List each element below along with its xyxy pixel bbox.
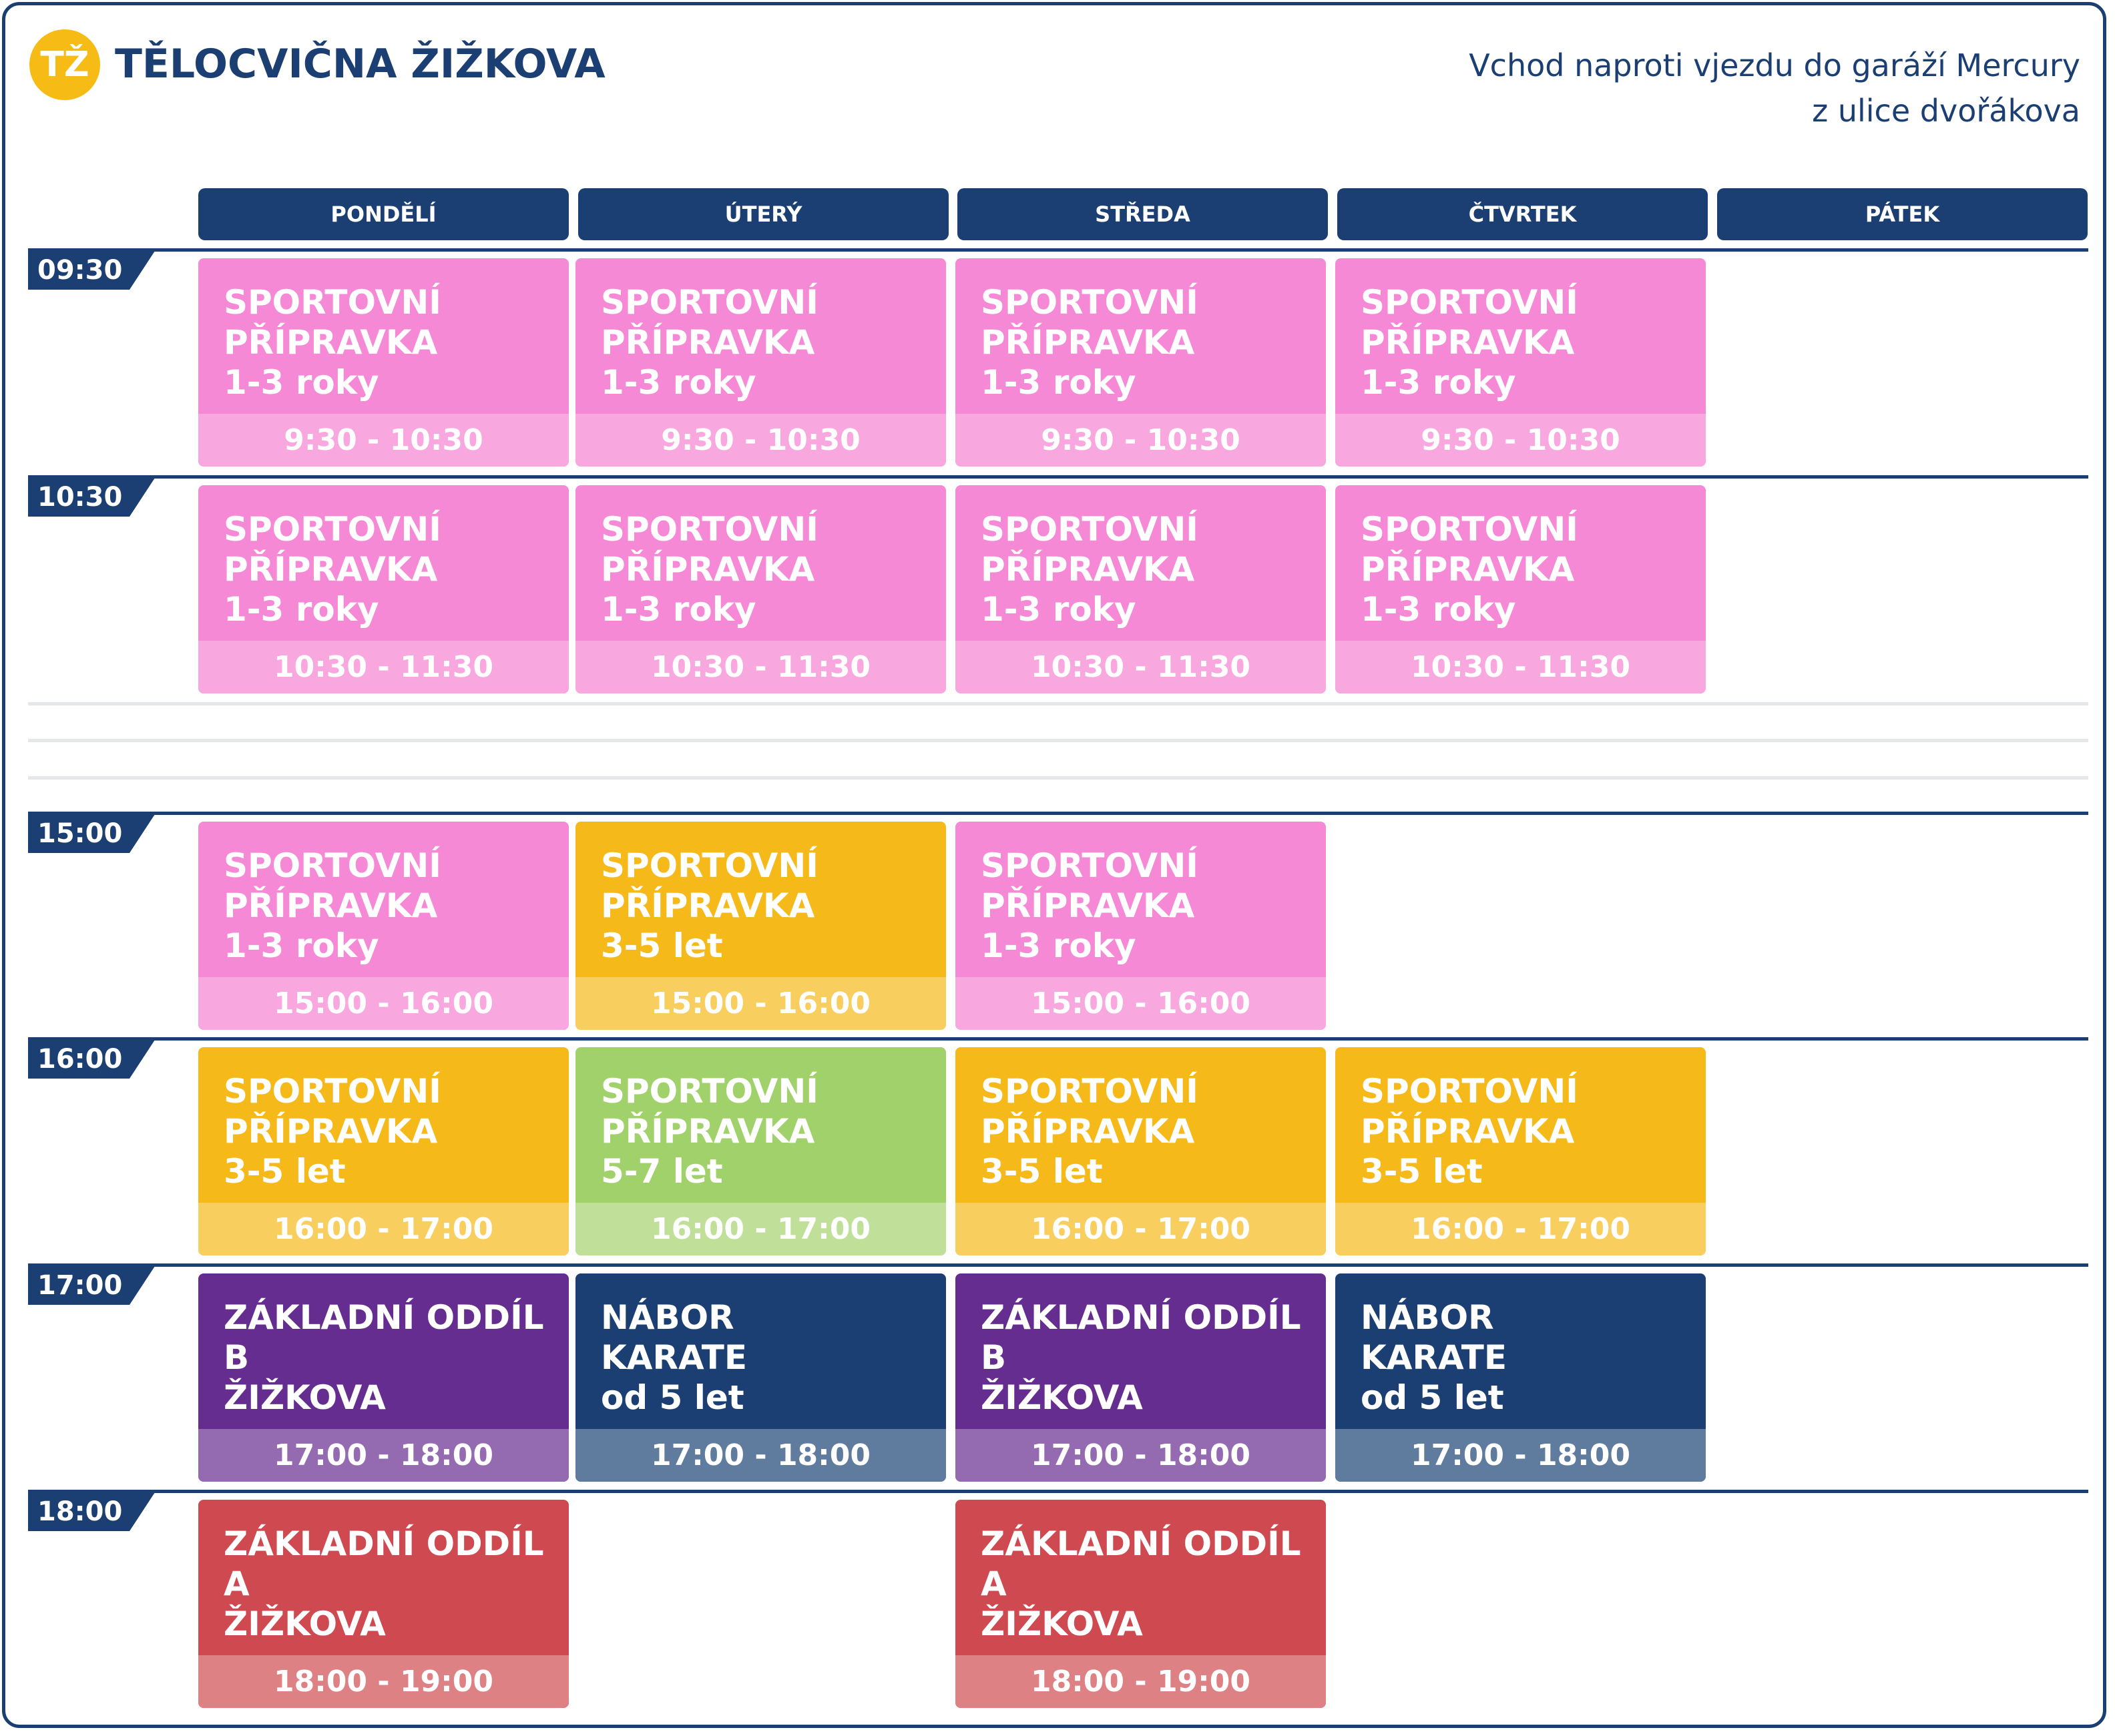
class-name: SPORTOVNÍ PŘÍPRAVKA 1-3 roky	[1361, 283, 1578, 402]
class-name: NÁBOR KARATE od 5 let	[1361, 1298, 1507, 1417]
class-block: NÁBOR KARATE od 5 let 17:00 - 18:00	[1335, 1273, 1706, 1482]
class-time: 17:00 - 18:00	[1335, 1429, 1706, 1482]
day-header-friday: PÁTEK	[1717, 188, 2088, 240]
time-label: 09:30	[28, 251, 155, 290]
day-header-tuesday: ÚTERÝ	[578, 188, 949, 240]
time-row-line	[28, 812, 2088, 815]
class-block: ZÁKLADNÍ ODDÍL A ŽIŽKOVA 18:00 - 19:00	[198, 1500, 569, 1708]
class-time: 16:00 - 17:00	[1335, 1203, 1706, 1255]
class-name: SPORTOVNÍ PŘÍPRAVKA 3-5 let	[601, 846, 818, 965]
empty-row-divider	[28, 702, 2088, 705]
class-time: 10:30 - 11:30	[1335, 641, 1706, 693]
class-block: ZÁKLADNÍ ODDÍL B ŽIŽKOVA 17:00 - 18:00	[955, 1273, 1326, 1482]
class-name: SPORTOVNÍ PŘÍPRAVKA 3-5 let	[981, 1072, 1198, 1191]
class-time: 9:30 - 10:30	[1335, 414, 1706, 467]
class-time: 10:30 - 11:30	[955, 641, 1326, 693]
class-block: NÁBOR KARATE od 5 let 17:00 - 18:00	[575, 1273, 946, 1482]
logo-badge: TŽ	[29, 29, 100, 100]
time-label: 10:30	[28, 478, 155, 517]
day-header-wednesday: STŘEDA	[957, 188, 1328, 240]
class-name: SPORTOVNÍ PŘÍPRAVKA 1-3 roky	[1361, 510, 1578, 629]
class-name: SPORTOVNÍ PŘÍPRAVKA 1-3 roky	[224, 846, 441, 965]
time-label: 18:00	[28, 1492, 155, 1531]
class-block: SPORTOVNÍ PŘÍPRAVKA 3-5 let 16:00 - 17:00	[198, 1047, 569, 1255]
class-name: SPORTOVNÍ PŘÍPRAVKA 1-3 roky	[981, 283, 1198, 402]
class-time: 17:00 - 18:00	[575, 1429, 946, 1482]
class-name: SPORTOVNÍ PŘÍPRAVKA 3-5 let	[224, 1072, 441, 1191]
time-row-line	[28, 475, 2088, 479]
class-time: 9:30 - 10:30	[955, 414, 1326, 467]
page-title: TĚLOCVIČNA ŽIŽKOVA	[115, 41, 606, 87]
class-block: SPORTOVNÍ PŘÍPRAVKA 1-3 roky 9:30 - 10:30	[1335, 258, 1706, 467]
time-label: 16:00	[28, 1040, 155, 1079]
class-name: SPORTOVNÍ PŘÍPRAVKA 1-3 roky	[981, 846, 1198, 965]
class-block: SPORTOVNÍ PŘÍPRAVKA 3-5 let 15:00 - 16:00	[575, 822, 946, 1030]
class-time: 16:00 - 17:00	[955, 1203, 1326, 1255]
class-time: 18:00 - 19:00	[198, 1655, 569, 1708]
entrance-note-line-1: Vchod naproti vjezdu do garáží Mercury	[1469, 47, 2080, 83]
day-header-monday: PONDĚLÍ	[198, 188, 569, 240]
class-block: SPORTOVNÍ PŘÍPRAVKA 1-3 roky 10:30 - 11:3…	[955, 485, 1326, 693]
class-name: ZÁKLADNÍ ODDÍL B ŽIŽKOVA	[981, 1298, 1301, 1417]
class-time: 16:00 - 17:00	[575, 1203, 946, 1255]
class-name: ZÁKLADNÍ ODDÍL B ŽIŽKOVA	[224, 1298, 544, 1417]
entrance-note: Vchod naproti vjezdu do garáží Mercury z…	[1469, 43, 2080, 133]
time-row-line	[28, 1490, 2088, 1493]
class-block: SPORTOVNÍ PŘÍPRAVKA 1-3 roky 10:30 - 11:3…	[1335, 485, 1706, 693]
class-time: 9:30 - 10:30	[198, 414, 569, 467]
class-block: SPORTOVNÍ PŘÍPRAVKA 1-3 roky 10:30 - 11:3…	[198, 485, 569, 693]
class-name: SPORTOVNÍ PŘÍPRAVKA 1-3 roky	[224, 283, 441, 402]
class-name: SPORTOVNÍ PŘÍPRAVKA 1-3 roky	[224, 510, 441, 629]
class-time: 10:30 - 11:30	[198, 641, 569, 693]
class-time: 15:00 - 16:00	[955, 977, 1326, 1030]
entrance-note-line-2: z ulice dvořákova	[1812, 93, 2080, 129]
time-label: 15:00	[28, 814, 155, 853]
class-time: 16:00 - 17:00	[198, 1203, 569, 1255]
class-time: 10:30 - 11:30	[575, 641, 946, 693]
class-name: SPORTOVNÍ PŘÍPRAVKA 5-7 let	[601, 1072, 818, 1191]
class-name: SPORTOVNÍ PŘÍPRAVKA 1-3 roky	[601, 510, 818, 629]
class-time: 9:30 - 10:30	[575, 414, 946, 467]
class-time: 15:00 - 16:00	[575, 977, 946, 1030]
class-block: SPORTOVNÍ PŘÍPRAVKA 1-3 roky 9:30 - 10:30	[198, 258, 569, 467]
empty-row-divider	[28, 776, 2088, 780]
class-block: SPORTOVNÍ PŘÍPRAVKA 1-3 roky 10:30 - 11:3…	[575, 485, 946, 693]
class-name: SPORTOVNÍ PŘÍPRAVKA 3-5 let	[1361, 1072, 1578, 1191]
class-block: SPORTOVNÍ PŘÍPRAVKA 1-3 roky 9:30 - 10:30	[955, 258, 1326, 467]
day-header-thursday: ČTVRTEK	[1337, 188, 1708, 240]
class-name: SPORTOVNÍ PŘÍPRAVKA 1-3 roky	[981, 510, 1198, 629]
time-row-line	[28, 248, 2088, 252]
class-time: 17:00 - 18:00	[198, 1429, 569, 1482]
time-row-line	[28, 1263, 2088, 1267]
class-block: ZÁKLADNÍ ODDÍL B ŽIŽKOVA 17:00 - 18:00	[198, 1273, 569, 1482]
class-block: SPORTOVNÍ PŘÍPRAVKA 3-5 let 16:00 - 17:00	[955, 1047, 1326, 1255]
class-block: ZÁKLADNÍ ODDÍL A ŽIŽKOVA 18:00 - 19:00	[955, 1500, 1326, 1708]
class-time: 17:00 - 18:00	[955, 1429, 1326, 1482]
class-time: 18:00 - 19:00	[955, 1655, 1326, 1708]
class-block: SPORTOVNÍ PŘÍPRAVKA 5-7 let 16:00 - 17:00	[575, 1047, 946, 1255]
class-name: ZÁKLADNÍ ODDÍL A ŽIŽKOVA	[981, 1524, 1301, 1643]
class-name: NÁBOR KARATE od 5 let	[601, 1298, 748, 1417]
class-block: SPORTOVNÍ PŘÍPRAVKA 1-3 roky 9:30 - 10:30	[575, 258, 946, 467]
class-time: 15:00 - 16:00	[198, 977, 569, 1030]
empty-row-divider	[28, 739, 2088, 742]
class-name: SPORTOVNÍ PŘÍPRAVKA 1-3 roky	[601, 283, 818, 402]
time-row-line	[28, 1037, 2088, 1041]
class-block: SPORTOVNÍ PŘÍPRAVKA 3-5 let 16:00 - 17:00	[1335, 1047, 1706, 1255]
class-block: SPORTOVNÍ PŘÍPRAVKA 1-3 roky 15:00 - 16:0…	[198, 822, 569, 1030]
class-name: ZÁKLADNÍ ODDÍL A ŽIŽKOVA	[224, 1524, 544, 1643]
class-block: SPORTOVNÍ PŘÍPRAVKA 1-3 roky 15:00 - 16:0…	[955, 822, 1326, 1030]
